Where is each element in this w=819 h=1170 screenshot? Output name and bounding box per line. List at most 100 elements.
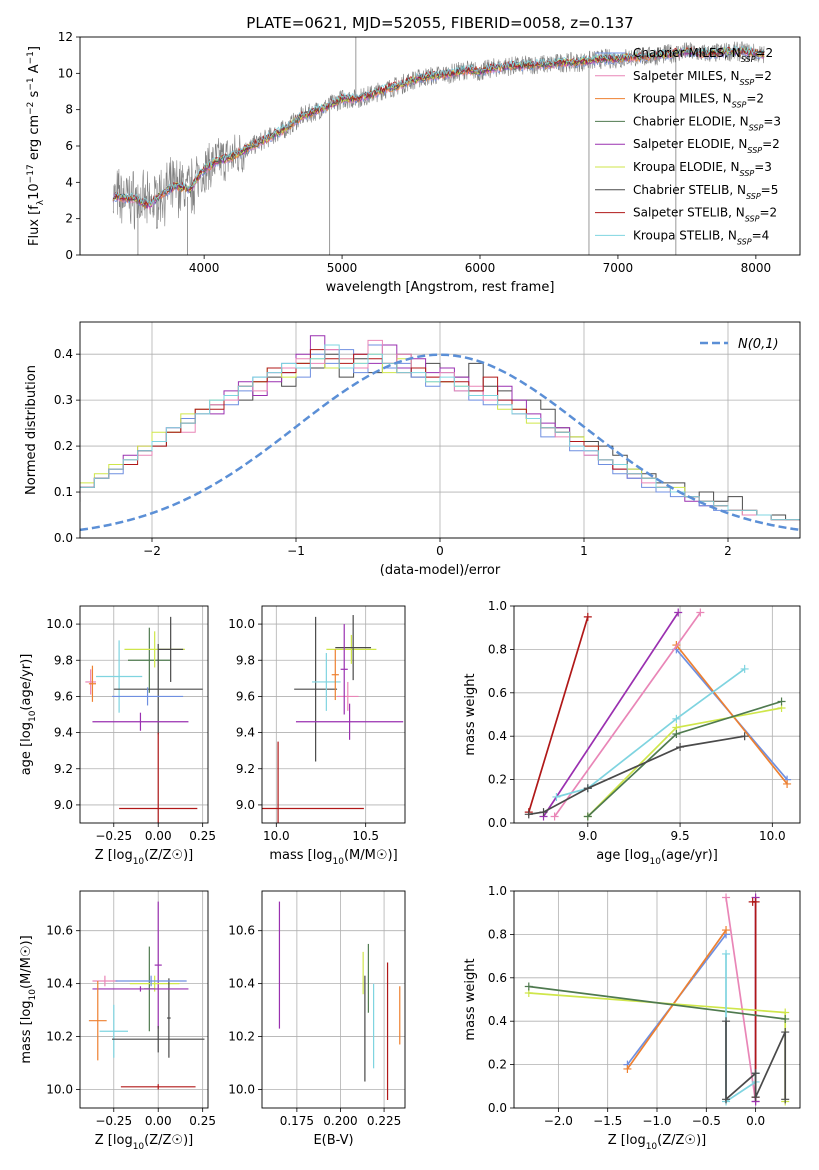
weight-marker [740,664,749,673]
weight-line-chabrier-elodie [587,700,782,818]
weight-line-kroupa-miles [626,929,727,1070]
histogram-kroupa-elodie [80,353,800,525]
y-tick-label: 10.0 [228,1082,255,1096]
x-tick-label: 7000 [603,261,634,275]
y-tick-label: 10 [58,66,73,80]
y-tick-label: 1.0 [488,599,507,613]
y-tick-label: 9.6 [54,689,73,703]
x-axis-label: wavelength [Angstrom, rest frame] [326,280,555,295]
legend-label: Kroupa ELODIE, NSSP=3 [633,160,772,178]
y-tick-label: 0.1 [54,485,73,499]
x-tick-label: 0.00 [145,1114,172,1128]
weight-marker [783,779,792,788]
x-tick-label: 0.00 [145,829,172,843]
x-tick-label: 0.25 [189,829,216,843]
weight-line-salpeter-elodie [542,612,679,817]
x-tick-label: 0.0 [746,1114,765,1128]
normal-curve [80,353,800,532]
panel-age-vs-mass: 10.0 10.5 9.0 9.2 9.4 9.6 9.8 10.0 mass [log10(M… [228,605,406,867]
axes-frame [79,605,209,824]
y-tick-label: 0.3 [54,393,73,407]
legend-label: Salpeter ELODIE, NSSP=2 [633,137,780,155]
y-axis-label: mass [log10(M/M☉)] [19,935,38,1063]
weight-line-salpeter-stelib [752,901,757,1098]
weight-marker [722,1017,731,1026]
y-tick-label: 12 [58,30,73,44]
weight-marker [781,1095,790,1104]
x-tick-label: −1.0 [642,1114,671,1128]
y-tick-label: 1.0 [488,884,507,898]
x-tick-label: −0.5 [692,1114,721,1128]
x-axis-label: Z [log10(Z/Z☉)] [95,1133,193,1152]
y-tick-label: 0.0 [488,1101,507,1115]
weight-marker [777,697,786,706]
y-axis-label: age [log10(age/yr)] [19,654,38,776]
weight-marker [583,612,592,621]
plot-area [262,615,404,823]
axes-frame [79,890,209,1109]
weight-line-kroupa-stelib [556,668,746,798]
y-tick-label: 10.6 [46,924,73,938]
x-tick-label: 10.0 [263,829,290,843]
histogram-salpeter-elodie [80,335,800,525]
y-tick-label: 0 [65,248,73,262]
histogram-kroupa-stelib [80,344,800,525]
weight-line-chabrier-stelib [725,1021,787,1102]
weight-marker [722,926,731,935]
y-tick-label: 10.2 [46,1030,73,1044]
y-axis-label: mass weight [463,958,478,1040]
x-axis-label: age [log10(age/yr)] [596,848,718,867]
axes-frame [513,890,801,1109]
y-tick-label: 0.2 [488,1058,507,1072]
weight-line-kroupa-miles [675,644,788,785]
y-tick-label: 10.0 [46,1082,73,1096]
x-axis-label: (data-model)/error [380,563,501,578]
panel-weight-vs-age: 9.0 9.5 10.0 0.0 0.2 0.4 0.6 0.8 1.0 age [log10(a… [463,599,801,867]
weight-line-salpeter-miles [553,612,702,817]
x-axis-label: Z [log10(Z/Z☉)] [95,848,193,867]
x-tick-label: −1 [287,544,305,558]
y-tick-label: 4 [65,175,73,189]
y-tick-label: 2 [65,212,73,226]
weight-marker [674,608,683,617]
y-tick-label: 10.0 [228,617,255,631]
axes-frame [79,36,801,256]
axes-frame [261,890,406,1109]
plot-area [524,893,790,1106]
x-tick-label: 4000 [189,261,220,275]
x-tick-label: 2 [724,544,732,558]
panel-mass-vs-z: −0.25 0.00 0.25 10.0 10.2 10.4 10.6 Z [log10(Z/… [19,890,216,1152]
weight-marker [748,897,757,906]
axes-frame [513,605,801,824]
plot-area [524,608,792,821]
y-tick-label: 8 [65,103,73,117]
weight-marker [676,743,685,752]
y-tick-label: 10.6 [228,924,255,938]
y-tick-label: 0.4 [54,347,73,361]
y-tick-label: 6 [65,139,73,153]
x-tick-label: −0.25 [95,829,132,843]
axes-frame [79,321,801,539]
plot-area [112,37,765,255]
x-tick-label: −1.5 [593,1114,622,1128]
y-tick-label: 9.8 [54,653,73,667]
panel-mass-vs-ebv: 0.175 0.200 0.225 10.0 10.2 10.4 10.6 E(B-V) [228,890,406,1148]
weight-line-kroupa-elodie [587,707,782,818]
x-axis-label: E(B-V) [313,1133,353,1148]
x-tick-label: 8000 [741,261,772,275]
weight-marker [623,1064,632,1073]
y-tick-label: 9.6 [236,689,255,703]
plot-area [85,616,203,823]
legend-label: Chabrier MILES, NSSP=2 [633,46,773,64]
weight-marker [740,732,749,741]
x-tick-label: 5000 [327,261,358,275]
histogram-salpeter-stelib [80,349,800,525]
y-axis-label: Normed distribution [24,365,39,495]
y-tick-label: 9.2 [54,762,73,776]
x-tick-label: 10.0 [759,829,786,843]
y-tick-label: 9.4 [236,726,255,740]
plot-area [278,901,401,1101]
x-tick-label: 9.5 [671,829,690,843]
weight-marker [722,1095,731,1104]
